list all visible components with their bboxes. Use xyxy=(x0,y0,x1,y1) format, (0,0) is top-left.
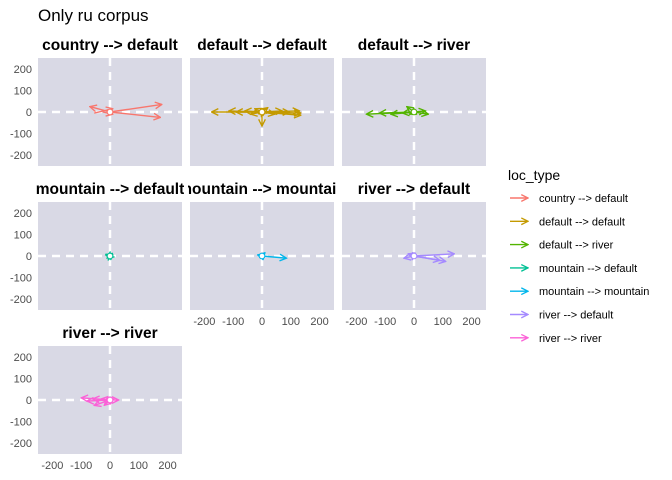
legend-label: country --> default xyxy=(539,193,628,205)
legend-label: default --> river xyxy=(539,240,614,252)
y-tick-label: -100 xyxy=(10,417,32,429)
y-tick-label: 200 xyxy=(14,352,32,364)
legend-label: river --> default xyxy=(539,310,613,322)
y-tick-label: 100 xyxy=(14,373,32,385)
facet-title: river --> default xyxy=(358,181,470,198)
legend-entry: default --> default xyxy=(510,216,625,228)
facet-title: river --> river xyxy=(62,325,157,342)
origin-point xyxy=(410,108,418,116)
facet-title: default --> default xyxy=(197,37,327,54)
legend-label: default --> default xyxy=(539,216,625,228)
x-tick-label: 100 xyxy=(130,460,148,472)
vector-arrow xyxy=(109,104,162,113)
facet-panel: mountain --> default -200 -100 0 100 200 xyxy=(10,181,184,310)
facet-panel: default --> river xyxy=(342,37,486,166)
x-tick-label: 100 xyxy=(434,316,452,328)
legend-entry: river --> default xyxy=(510,310,613,322)
facet-panel: country --> default -200 -100 0 100 200 xyxy=(10,37,182,166)
y-tick-label: -200 xyxy=(10,294,32,306)
facet-panel: default --> default xyxy=(190,37,334,166)
legend-entry: country --> default xyxy=(510,193,628,205)
facet-title: country --> default xyxy=(42,37,178,54)
legend: loc_type country --> default default --> … xyxy=(508,167,649,345)
legend-entry: mountain --> default xyxy=(510,263,637,275)
y-tick-label: 200 xyxy=(14,64,32,76)
origin-point xyxy=(106,108,114,116)
facet-panel: mountain --> mountain -200 -100 0 100 200 xyxy=(178,181,345,328)
x-tick-label: 0 xyxy=(411,316,417,328)
origin-point xyxy=(106,252,114,260)
legend-entry: default --> river xyxy=(510,240,614,252)
origin-point xyxy=(258,108,266,116)
legend-label: mountain --> default xyxy=(539,263,637,275)
y-tick-label: 0 xyxy=(26,395,32,407)
x-tick-label: -100 xyxy=(70,460,92,472)
y-tick-label: 200 xyxy=(14,208,32,220)
x-tick-label: 0 xyxy=(107,460,113,472)
facet-grid: country --> default -200 -100 0 100 200 defaul… xyxy=(10,37,486,472)
vector-arrow xyxy=(261,112,301,113)
x-tick-label: -100 xyxy=(222,316,244,328)
x-tick-label: -100 xyxy=(374,316,396,328)
origin-point xyxy=(258,252,266,260)
facet-panel: river --> default -200 -100 0 100 200 xyxy=(342,181,486,328)
x-tick-label: -200 xyxy=(345,316,367,328)
vector-arrow xyxy=(261,256,286,258)
origin-point xyxy=(410,252,418,260)
legend-title: loc_type xyxy=(508,167,560,183)
origin-point xyxy=(106,396,114,404)
y-tick-label: -100 xyxy=(10,273,32,285)
y-tick-label: 0 xyxy=(26,107,32,119)
x-tick-label: 100 xyxy=(282,316,300,328)
vector-arrow xyxy=(413,254,454,256)
x-tick-label: 200 xyxy=(158,460,176,472)
vector-arrow xyxy=(109,111,160,117)
y-tick-label: 100 xyxy=(14,85,32,97)
y-tick-label: 0 xyxy=(26,251,32,263)
y-tick-label: -100 xyxy=(10,129,32,141)
x-tick-label: 200 xyxy=(310,316,328,328)
legend-label: river --> river xyxy=(539,333,602,345)
plot-title: Only ru corpus xyxy=(38,6,149,25)
facet-title: mountain --> default xyxy=(36,181,185,198)
legend-entry: mountain --> mountain xyxy=(510,286,649,298)
facet-panel: river --> river -200 -100 0 100 200 -200 -100 0 1… xyxy=(10,325,182,472)
x-tick-label: -200 xyxy=(193,316,215,328)
y-tick-label: -200 xyxy=(10,150,32,162)
y-tick-label: -200 xyxy=(10,438,32,450)
y-tick-label: 100 xyxy=(14,229,32,241)
x-tick-label: 200 xyxy=(462,316,480,328)
legend-label: mountain --> mountain xyxy=(539,286,649,298)
legend-entry: river --> river xyxy=(510,333,602,345)
x-tick-label: -200 xyxy=(41,460,63,472)
facet-title: mountain --> mountain xyxy=(178,181,345,198)
facet-title: default --> river xyxy=(358,37,470,54)
x-tick-label: 0 xyxy=(259,316,265,328)
